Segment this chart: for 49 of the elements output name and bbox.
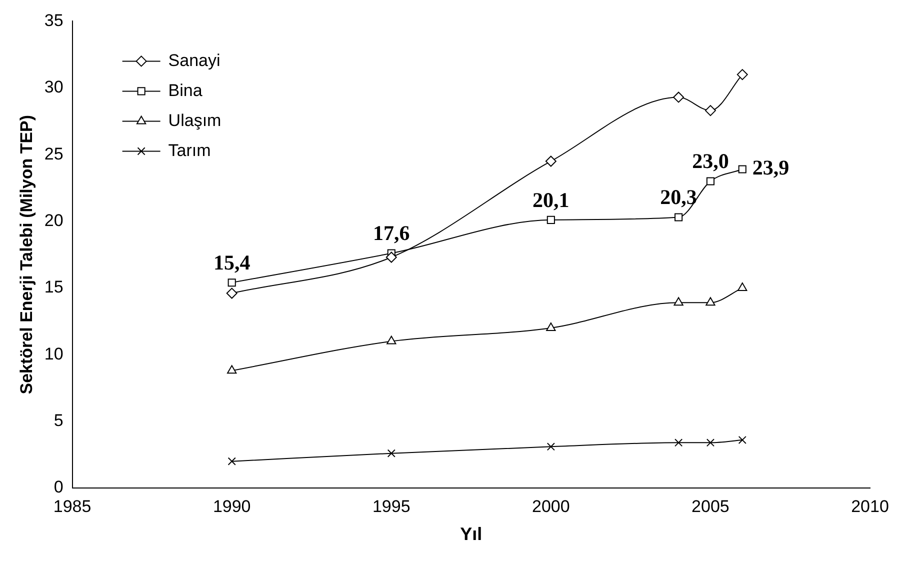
y-tick-label: 10 <box>44 344 64 364</box>
point <box>673 92 684 103</box>
point <box>387 449 396 458</box>
point <box>674 438 683 447</box>
data-label: 23,0 <box>692 149 729 174</box>
point <box>228 278 236 287</box>
point <box>674 297 684 306</box>
point <box>546 216 555 224</box>
legend-label: Tarım <box>168 140 211 160</box>
point <box>704 105 716 116</box>
x-axis-title: Yıl <box>460 524 482 544</box>
point <box>738 282 748 291</box>
data-label: 23,9 <box>752 156 790 180</box>
data-label: 20,3 <box>660 185 697 210</box>
legend-label: Ulaşım <box>168 110 222 130</box>
point <box>674 213 683 222</box>
y-tick-label: 0 <box>54 478 64 497</box>
x-tick-label: 1985 <box>53 496 92 516</box>
point <box>706 438 714 447</box>
data-label: 15,4 <box>213 250 251 275</box>
point <box>386 336 396 344</box>
point <box>545 156 556 167</box>
x-tick-label: 1995 <box>372 496 410 516</box>
x-tick-label: 2005 <box>692 496 730 516</box>
point <box>706 177 714 186</box>
point <box>546 442 555 451</box>
y-tick-label: 20 <box>44 210 64 230</box>
legend-label: Sanayi <box>168 50 220 70</box>
y-tick-label: 15 <box>44 278 64 297</box>
x-tick-label: 1990 <box>212 496 251 516</box>
point <box>386 252 397 263</box>
data-label: 20,1 <box>532 188 570 212</box>
data-label: 17,6 <box>373 221 410 246</box>
x-tick-label: 2010 <box>851 496 889 516</box>
x-tick-label: 2000 <box>532 496 570 516</box>
legend-label: Bina <box>168 80 203 100</box>
point <box>227 365 237 374</box>
y-tick-label: 5 <box>54 411 64 430</box>
point <box>738 165 746 174</box>
y-tick-label: 30 <box>44 78 64 97</box>
point <box>228 457 236 466</box>
point <box>736 69 748 80</box>
point <box>546 322 556 331</box>
y-tick-label: 25 <box>44 144 64 164</box>
point <box>738 436 746 444</box>
y-axis-title: Sektörel Enerji Talebi (Milyon TEP) <box>16 114 36 394</box>
y-tick-label: 35 <box>44 10 64 30</box>
point <box>706 297 716 306</box>
point <box>226 288 238 299</box>
